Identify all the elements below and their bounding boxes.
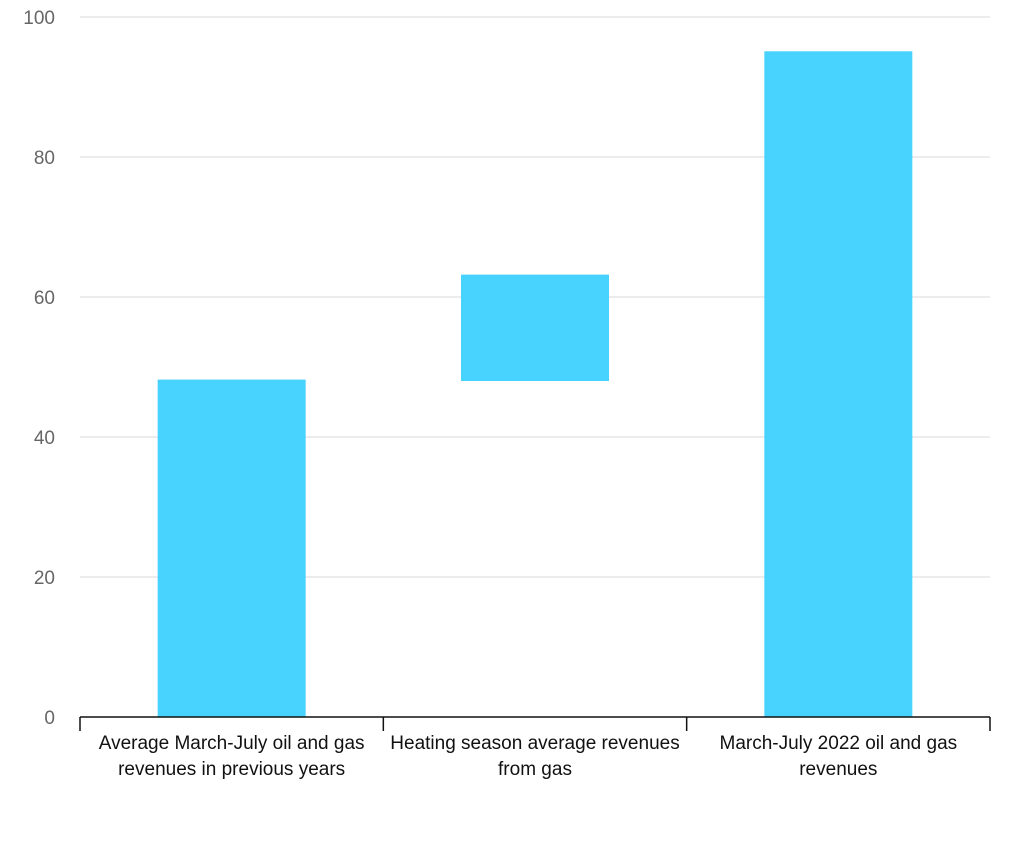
y-tick-label-0: 0 (44, 708, 55, 729)
y-tick-label-3: 60 (34, 288, 55, 309)
x-axis (79, 716, 991, 731)
x-tick-label-2: March-July 2022 oil and gas revenues (719, 733, 958, 780)
y-axis-tick-labels: 0 20 40 60 80 100 (23, 8, 55, 729)
y-tick-label-5: 100 (23, 8, 55, 29)
y-tick-label-2: 40 (34, 428, 55, 449)
y-tick-label-4: 80 (34, 148, 55, 169)
bar-1 (461, 274, 609, 381)
x-tick-label-0: Average March-July oil and gas revenues … (98, 733, 365, 780)
bar-2 (764, 51, 913, 718)
y-tick-label-1: 20 (34, 568, 55, 589)
bars (157, 51, 913, 718)
bar-0 (157, 379, 306, 717)
x-tick-label-1: Heating season average revenues from gas (390, 733, 680, 780)
